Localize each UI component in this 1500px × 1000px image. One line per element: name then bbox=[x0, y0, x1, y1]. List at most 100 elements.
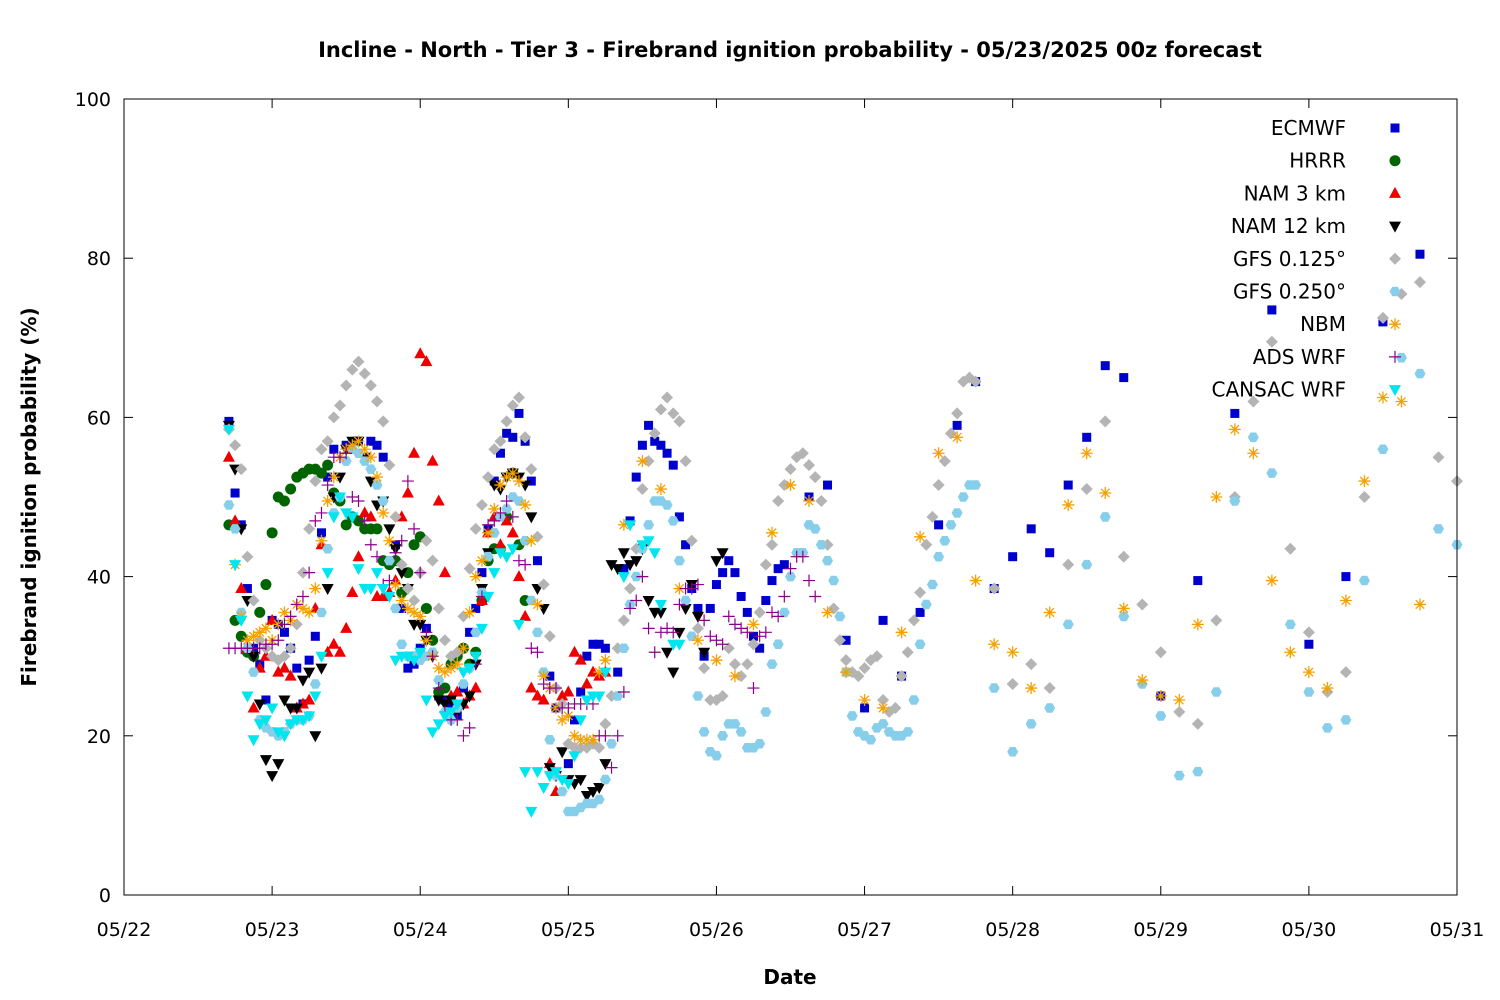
data-point bbox=[371, 568, 384, 580]
data-point bbox=[408, 522, 421, 535]
data-point bbox=[377, 496, 389, 506]
data-point bbox=[693, 603, 703, 613]
data-point bbox=[728, 670, 741, 683]
data-point bbox=[624, 560, 637, 572]
data-point bbox=[364, 379, 377, 392]
data-point bbox=[519, 480, 532, 492]
data-point bbox=[767, 576, 777, 586]
data-point bbox=[253, 699, 266, 711]
data-point bbox=[465, 627, 475, 637]
data-point bbox=[667, 626, 680, 639]
data-point bbox=[396, 639, 408, 649]
data-point bbox=[574, 715, 587, 727]
data-point bbox=[389, 578, 402, 591]
data-point bbox=[920, 599, 932, 610]
y-tick-label: 20 bbox=[87, 726, 111, 748]
data-point bbox=[1433, 524, 1444, 534]
data-point bbox=[865, 735, 877, 745]
data-point bbox=[512, 391, 525, 404]
data-point bbox=[377, 590, 390, 601]
data-point bbox=[346, 491, 359, 503]
data-point bbox=[747, 682, 760, 695]
data-point bbox=[704, 630, 717, 643]
data-point bbox=[426, 727, 439, 739]
data-point bbox=[531, 530, 544, 543]
data-point bbox=[1396, 352, 1407, 363]
data-point bbox=[1006, 646, 1019, 659]
data-point bbox=[395, 568, 408, 580]
data-point bbox=[438, 699, 451, 711]
data-point bbox=[296, 675, 309, 687]
data-point bbox=[414, 566, 427, 579]
data-point bbox=[747, 618, 760, 631]
data-point bbox=[290, 703, 303, 715]
data-point bbox=[272, 727, 285, 739]
data-point bbox=[346, 512, 359, 524]
data-point bbox=[266, 613, 279, 625]
data-point bbox=[698, 614, 711, 627]
data-point bbox=[506, 399, 519, 412]
data-point bbox=[296, 602, 309, 615]
data-point bbox=[506, 544, 519, 556]
data-point bbox=[315, 663, 328, 675]
data-point bbox=[506, 526, 519, 538]
data-point bbox=[532, 556, 542, 566]
data-point bbox=[1247, 447, 1260, 460]
data-point bbox=[1008, 552, 1018, 562]
data-point bbox=[599, 759, 612, 771]
data-point bbox=[600, 643, 610, 653]
data-point bbox=[401, 486, 414, 498]
data-point bbox=[710, 556, 723, 568]
data-point bbox=[636, 570, 649, 583]
data-point bbox=[870, 650, 883, 663]
data-point bbox=[673, 627, 686, 639]
data-point bbox=[333, 451, 346, 464]
data-point bbox=[309, 514, 322, 527]
data-point bbox=[587, 787, 600, 799]
data-point bbox=[340, 621, 353, 633]
data-point bbox=[716, 638, 729, 651]
data-point bbox=[321, 435, 334, 448]
data-point bbox=[278, 731, 291, 743]
y-tick-label: 100 bbox=[75, 89, 111, 111]
data-point bbox=[748, 631, 758, 641]
data-point bbox=[568, 741, 581, 754]
data-point bbox=[537, 670, 550, 683]
data-point bbox=[420, 602, 432, 614]
data-point bbox=[445, 695, 458, 707]
data-point bbox=[365, 464, 377, 474]
data-point bbox=[537, 603, 550, 615]
data-point bbox=[488, 443, 501, 456]
data-point bbox=[494, 479, 507, 492]
y-tick-label: 80 bbox=[87, 248, 111, 270]
data-point bbox=[599, 667, 612, 679]
data-point bbox=[741, 626, 754, 639]
data-point bbox=[618, 643, 630, 653]
y-tick-label: 40 bbox=[87, 567, 111, 589]
data-point bbox=[321, 479, 334, 492]
data-point bbox=[366, 436, 376, 446]
data-point bbox=[451, 699, 464, 711]
data-point bbox=[321, 568, 334, 580]
y-tick-label: 0 bbox=[99, 885, 111, 907]
data-point bbox=[920, 538, 933, 551]
data-point bbox=[877, 693, 890, 706]
data-point bbox=[1173, 705, 1186, 718]
x-tick-label: 05/27 bbox=[837, 919, 892, 941]
data-point bbox=[568, 751, 581, 763]
data-point bbox=[593, 783, 606, 795]
data-point bbox=[1414, 368, 1426, 379]
data-point bbox=[1228, 423, 1241, 436]
data-point bbox=[1063, 480, 1073, 490]
data-point bbox=[500, 514, 513, 526]
data-point bbox=[1321, 723, 1333, 733]
legend-label: GFS 0.250° bbox=[1233, 280, 1346, 304]
data-point bbox=[230, 488, 240, 498]
data-point bbox=[648, 646, 661, 659]
data-point bbox=[488, 514, 501, 527]
plot-area bbox=[222, 249, 1463, 818]
data-point bbox=[617, 518, 630, 531]
data-point bbox=[372, 440, 382, 450]
data-point bbox=[858, 693, 871, 706]
data-point bbox=[327, 637, 340, 649]
